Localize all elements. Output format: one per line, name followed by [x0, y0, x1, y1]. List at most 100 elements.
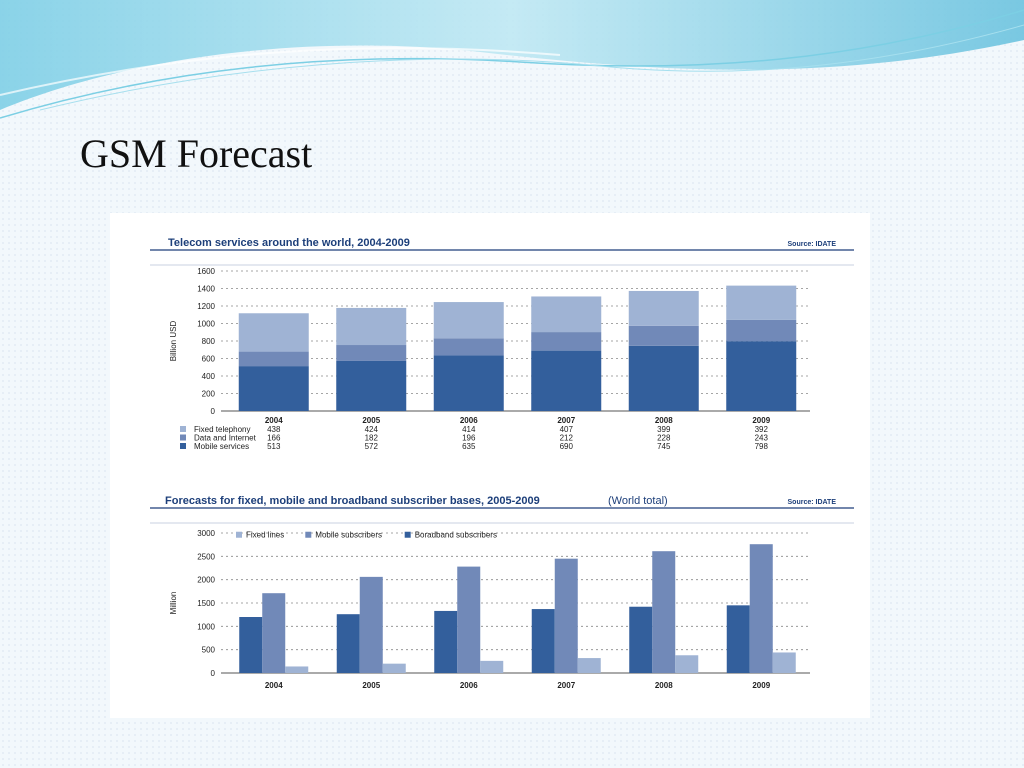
category-label: 2007: [557, 416, 575, 425]
bar: [239, 617, 263, 673]
category-label: 2009: [752, 416, 770, 425]
legend-swatch: [305, 531, 312, 538]
bar-segment: [238, 351, 309, 367]
bar: [480, 660, 504, 673]
bar: [749, 544, 773, 673]
category-label: 2009: [752, 681, 770, 690]
y-tick-label: 0: [211, 407, 216, 416]
y-tick-label: 2500: [197, 552, 215, 561]
legend-label: Boradband subscribers: [415, 531, 497, 540]
y-tick-label: 1500: [197, 599, 215, 608]
category-label: 2006: [460, 681, 478, 690]
data-table-value: 212: [560, 434, 574, 443]
bar: [457, 566, 481, 673]
y-tick-label: 1600: [197, 267, 215, 276]
legend-label: Data and Internet: [194, 434, 257, 443]
y-tick-label: 400: [202, 372, 216, 381]
category-label: 2004: [265, 416, 283, 425]
data-table-value: 196: [462, 434, 476, 443]
y-axis-label: Billion USD: [169, 321, 178, 362]
y-axis-label: Million: [169, 592, 178, 615]
header-swoosh: [0, 0, 1024, 119]
category-label: 2008: [655, 681, 673, 690]
bar-segment: [433, 355, 504, 411]
data-table-value: 414: [462, 425, 476, 434]
y-tick-label: 600: [202, 355, 216, 364]
y-tick-label: 0: [211, 669, 216, 678]
bar-segment: [628, 345, 699, 411]
data-table-value: 513: [267, 442, 281, 451]
chart-source: Source: IDATE: [788, 499, 837, 506]
data-table-value: 798: [755, 442, 769, 451]
y-tick-label: 500: [202, 646, 216, 655]
bar: [382, 663, 406, 673]
slide-title: GSM Forecast: [80, 131, 313, 176]
bar-segment: [628, 325, 699, 346]
bar-segment: [336, 345, 407, 361]
bar: [285, 666, 309, 673]
category-label: 2005: [362, 681, 380, 690]
bar: [577, 658, 601, 673]
data-table-value: 392: [755, 425, 769, 434]
data-table-value: 635: [462, 442, 476, 451]
legend-swatch: [180, 434, 186, 441]
y-tick-label: 3000: [197, 529, 215, 538]
bar-segment: [433, 338, 504, 356]
y-tick-label: 1000: [197, 320, 215, 329]
bar-segment: [433, 302, 504, 339]
y-tick-label: 1200: [197, 302, 215, 311]
telecom-services-chart: Telecom services around the world, 2004-…: [150, 237, 854, 451]
bar-segment: [531, 350, 602, 411]
category-label: 2008: [655, 416, 673, 425]
bar-segment: [726, 319, 797, 342]
legend-label: Fixed lines: [246, 531, 284, 540]
data-table-value: 438: [267, 425, 281, 434]
y-tick-label: 2000: [197, 576, 215, 585]
data-table-value: 182: [365, 434, 379, 443]
legend-swatch: [236, 531, 242, 538]
data-table-value: 745: [657, 442, 671, 451]
data-table-value: 166: [267, 434, 281, 443]
bar: [336, 614, 360, 673]
bar: [629, 606, 653, 673]
chart-title: Telecom services around the world, 2004-…: [168, 237, 410, 249]
y-tick-label: 200: [202, 390, 216, 399]
data-table-value: 690: [560, 442, 574, 451]
chart-subtitle: (World total): [608, 495, 668, 507]
bar-segment: [531, 332, 602, 351]
bar: [434, 610, 458, 673]
data-table-value: 407: [560, 425, 574, 434]
subscriber-forecast-chart: Forecasts for fixed, mobile and broadban…: [150, 495, 854, 690]
bar-segment: [531, 296, 602, 333]
data-table-value: 243: [755, 434, 769, 443]
category-label: 2004: [265, 681, 283, 690]
bar: [652, 551, 676, 673]
y-tick-label: 1000: [197, 622, 215, 631]
legend-swatch: [404, 531, 411, 538]
bar: [531, 609, 555, 673]
bar: [726, 605, 750, 673]
bar: [554, 558, 578, 673]
legend-label: Mobile services: [194, 442, 249, 451]
category-label: 2006: [460, 416, 478, 425]
bar: [675, 655, 699, 673]
bar-segment: [336, 360, 407, 411]
chart-title: Forecasts for fixed, mobile and broadban…: [165, 495, 540, 507]
bar: [359, 576, 383, 673]
data-table-value: 572: [365, 442, 379, 451]
figure-panel: Telecom services around the world, 2004-…: [110, 213, 870, 718]
data-table-value: 399: [657, 425, 671, 434]
data-table-value: 424: [365, 425, 379, 434]
bar-segment: [726, 341, 797, 411]
y-tick-label: 1400: [197, 285, 215, 294]
legend-label: Mobile subscribers: [315, 531, 382, 540]
category-label: 2005: [362, 416, 380, 425]
bar: [262, 593, 286, 673]
legend-swatch: [180, 426, 186, 432]
data-table-value: 228: [657, 434, 671, 443]
bar-segment: [628, 290, 699, 326]
legend-swatch: [180, 443, 186, 449]
legend-label: Fixed telephony: [194, 425, 250, 434]
category-label: 2007: [557, 681, 575, 690]
bar-segment: [238, 366, 309, 411]
